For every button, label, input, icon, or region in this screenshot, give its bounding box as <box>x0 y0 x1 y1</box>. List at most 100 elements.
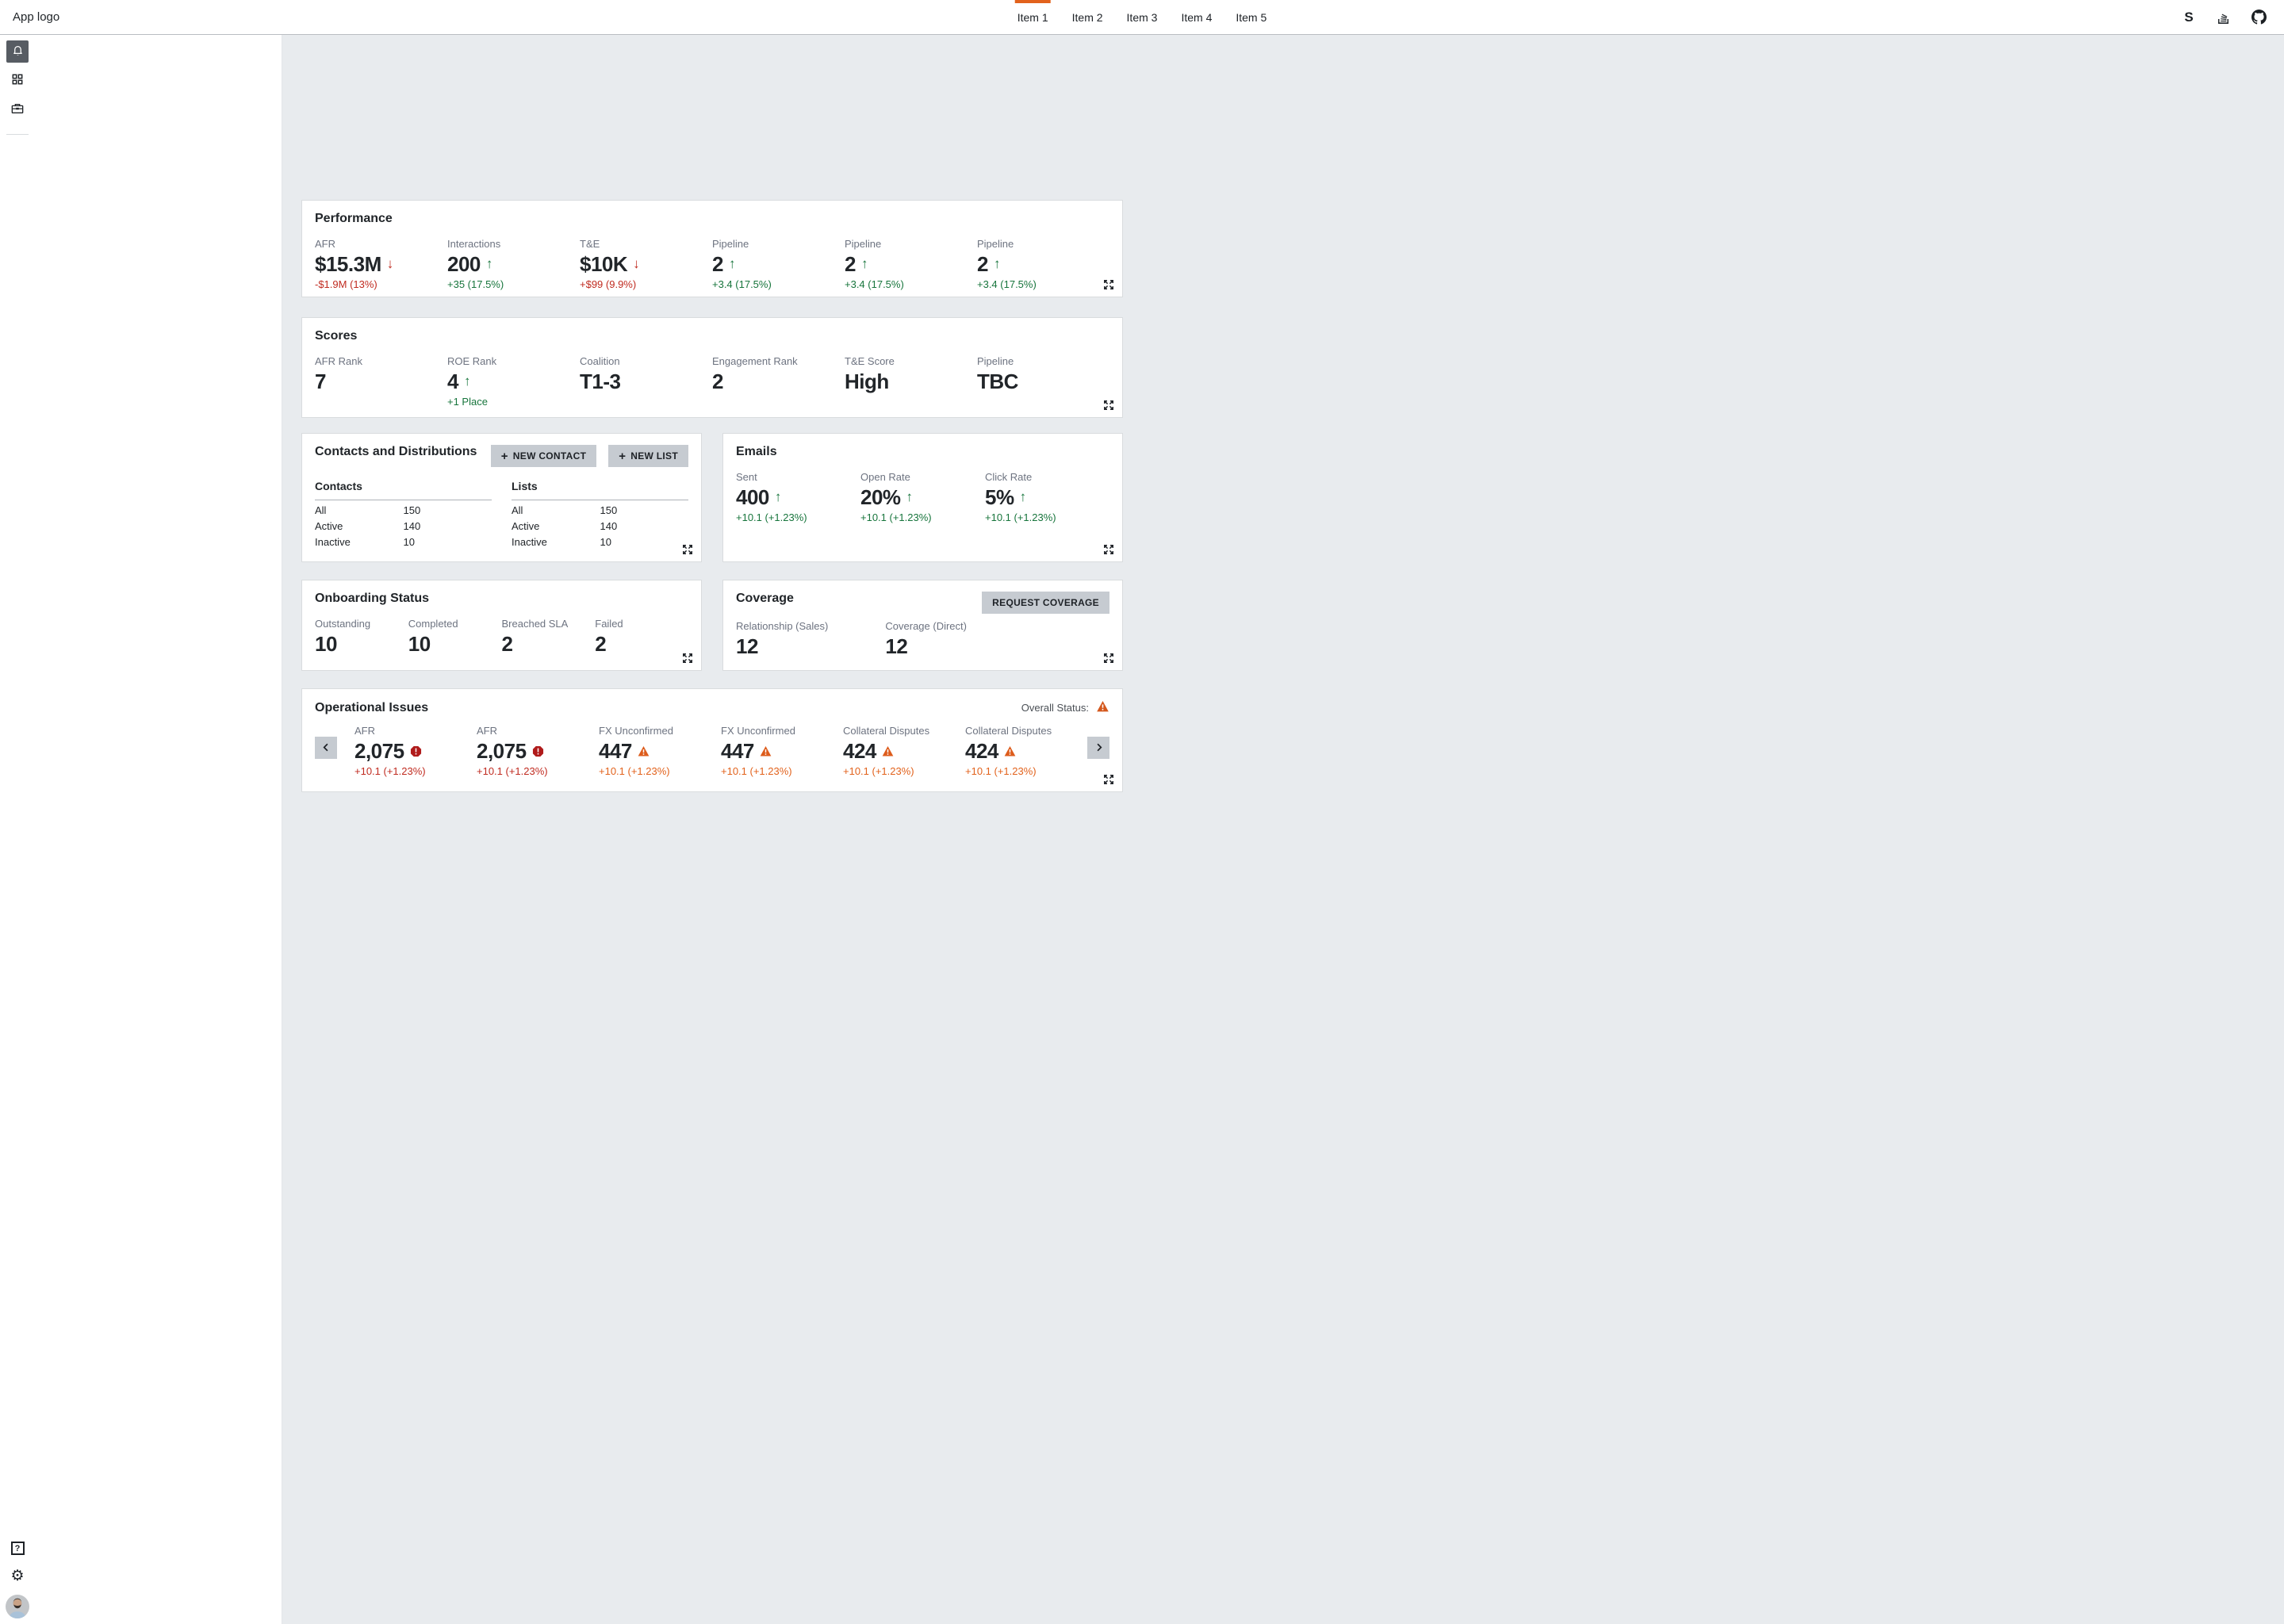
expand-icon[interactable] <box>1103 544 1114 555</box>
expand-icon[interactable] <box>1103 653 1114 664</box>
table-row: Active 140 <box>512 520 618 532</box>
main-content: Performance AFR $15.3M ↓ -$1.9M (13%) Int… <box>282 0 1142 792</box>
github-icon[interactable] <box>2251 10 2267 25</box>
apps-button[interactable] <box>6 70 29 92</box>
table-row: All 150 <box>315 504 421 516</box>
briefcase-icon <box>11 102 24 118</box>
grid-icon <box>12 74 23 89</box>
performance-title: Performance <box>315 212 393 225</box>
metric-te: T&E $10K ↓ +$99 (9.9%) <box>580 238 640 290</box>
plus-icon: + <box>500 449 508 463</box>
metric-click-rate: Click Rate 5% ↑ +10.1 (+1.23%) <box>985 471 1056 523</box>
metric-outstanding: Outstanding 10 <box>315 618 371 656</box>
metric-afr-issues-2: AFR 2,075 +10.1 (+1.23%) <box>477 725 548 777</box>
overall-status: Overall Status: <box>1021 700 1109 715</box>
emails-title: Emails <box>736 445 777 458</box>
metric-fx-unconfirmed-2: FX Unconfirmed 447 +10.1 (+1.23%) <box>721 725 795 777</box>
s-logo-icon[interactable]: S <box>2184 9 2194 25</box>
contacts-table: Contacts All 150 Active 140 Inactive 10 <box>315 480 492 548</box>
error-icon <box>532 745 544 757</box>
metric-pipeline-1: Pipeline 2 ↑ +3.4 (17.5%) <box>712 238 772 290</box>
rail-bottom: ? ⚙ <box>0 1542 35 1618</box>
nav-item-2[interactable]: Item 2 <box>1071 10 1103 24</box>
scores-title: Scores <box>315 329 358 343</box>
contacts-title: Contacts and Distributions <box>315 445 477 458</box>
trend-up-icon: ↑ <box>728 256 736 271</box>
trend-down-icon: ↓ <box>386 256 394 271</box>
metric-collateral-disputes-2: Collateral Disputes 424 +10.1 (+1.23%) <box>965 725 1052 777</box>
stackoverflow-icon[interactable] <box>2216 10 2232 25</box>
trend-up-icon: ↑ <box>774 489 782 504</box>
metric-afr-issues-1: AFR 2,075 +10.1 (+1.23%) <box>354 725 426 777</box>
nav-item-3[interactable]: Item 3 <box>1126 10 1158 24</box>
nav-item-5[interactable]: Item 5 <box>1236 10 1267 24</box>
expand-icon[interactable] <box>682 544 693 555</box>
operational-title: Operational Issues <box>315 700 429 714</box>
metric-fx-unconfirmed-1: FX Unconfirmed 447 +10.1 (+1.23%) <box>599 725 673 777</box>
trend-up-icon: ↑ <box>906 489 914 504</box>
trend-up-icon: ↑ <box>993 256 1001 271</box>
onboarding-card: Onboarding Status Outstanding 10 Complet… <box>301 580 702 671</box>
bell-icon <box>12 44 24 60</box>
nav-item-4[interactable]: Item 4 <box>1181 10 1213 24</box>
help-icon[interactable]: ? <box>10 1542 25 1555</box>
notifications-button[interactable] <box>6 40 29 63</box>
app-logo: App logo <box>13 10 60 24</box>
nav-item-1[interactable]: Item 1 <box>1014 0 1051 35</box>
main-nav: Item 1 Item 2 Item 3 Item 4 Item 5 <box>1014 0 1267 35</box>
warning-icon <box>882 745 894 757</box>
settings-gear-icon[interactable]: ⚙ <box>10 1568 25 1584</box>
table-row: All 150 <box>512 504 618 516</box>
metric-relationship-sales: Relationship (Sales) 12 <box>736 620 829 658</box>
operational-issues-card: Operational Issues Overall Status: AFR 2… <box>301 688 1123 792</box>
user-avatar[interactable] <box>6 1595 29 1618</box>
expand-icon[interactable] <box>1103 774 1114 785</box>
trend-up-icon: ↑ <box>463 373 471 389</box>
emails-card: Emails Sent 400 ↑ +10.1 (+1.23%) Open Rat… <box>722 433 1123 562</box>
metric-completed: Completed 10 <box>408 618 458 656</box>
new-list-button[interactable]: + NEW LIST <box>608 445 688 467</box>
metric-open-rate: Open Rate 20% ↑ +10.1 (+1.23%) <box>860 471 932 523</box>
trend-up-icon: ↑ <box>1019 489 1027 504</box>
top-navbar: App logo Item 1 Item 2 Item 3 Item 4 Ite… <box>0 0 2284 35</box>
carousel-prev-button[interactable] <box>315 736 337 759</box>
metric-breached-sla: Breached SLA 2 <box>501 618 569 656</box>
trend-up-icon: ↑ <box>860 256 868 271</box>
metric-sent: Sent 400 ↑ +10.1 (+1.23%) <box>736 471 807 523</box>
request-coverage-button[interactable]: REQUEST COVERAGE <box>982 592 1109 614</box>
metric-roe-rank: ROE Rank 4 ↑ +1 Place <box>447 355 497 408</box>
onboarding-title: Onboarding Status <box>315 592 429 605</box>
expand-icon[interactable] <box>682 653 693 664</box>
table-row: Inactive 10 <box>315 536 415 548</box>
metric-collateral-disputes-1: Collateral Disputes 424 +10.1 (+1.23%) <box>843 725 930 777</box>
carousel-next-button[interactable] <box>1087 736 1109 759</box>
new-contact-button[interactable]: + NEW CONTACT <box>490 445 597 467</box>
coverage-card: Coverage REQUEST COVERAGE Relationship (… <box>722 580 1123 671</box>
warning-icon <box>638 745 650 757</box>
warning-icon <box>1096 700 1109 715</box>
metric-pipeline-score: Pipeline TBC <box>977 355 1018 393</box>
metric-afr: AFR $15.3M ↓ -$1.9M (13%) <box>315 238 394 290</box>
expand-icon[interactable] <box>1103 279 1114 290</box>
warning-icon <box>760 745 772 757</box>
portfolio-button[interactable] <box>6 99 29 121</box>
expand-icon[interactable] <box>1103 400 1114 411</box>
table-row: Active 140 <box>315 520 421 532</box>
table-row: Inactive 10 <box>512 536 611 548</box>
scores-card: Scores AFR Rank 7 ROE Rank 4 ↑ +1 Place C… <box>301 317 1123 418</box>
metric-afr-rank: AFR Rank 7 <box>315 355 362 393</box>
plus-icon: + <box>619 449 627 463</box>
metric-interactions: Interactions 200 ↑ +35 (17.5%) <box>447 238 504 290</box>
metric-pipeline-2: Pipeline 2 ↑ +3.4 (17.5%) <box>845 238 904 290</box>
rail-divider <box>6 134 29 135</box>
warning-icon <box>1004 745 1016 757</box>
trend-down-icon: ↓ <box>633 256 640 271</box>
trend-up-icon: ↑ <box>485 256 493 271</box>
metric-failed: Failed 2 <box>595 618 623 656</box>
coverage-title: Coverage <box>736 592 794 605</box>
performance-card: Performance AFR $15.3M ↓ -$1.9M (13%) Int… <box>301 200 1123 297</box>
metric-coverage-direct: Coverage (Direct) 12 <box>885 620 967 658</box>
topbar-icons: S <box>2181 10 2267 25</box>
left-panel: ? ⚙ <box>0 35 282 1624</box>
metric-engagement-rank: Engagement Rank 2 <box>712 355 798 393</box>
